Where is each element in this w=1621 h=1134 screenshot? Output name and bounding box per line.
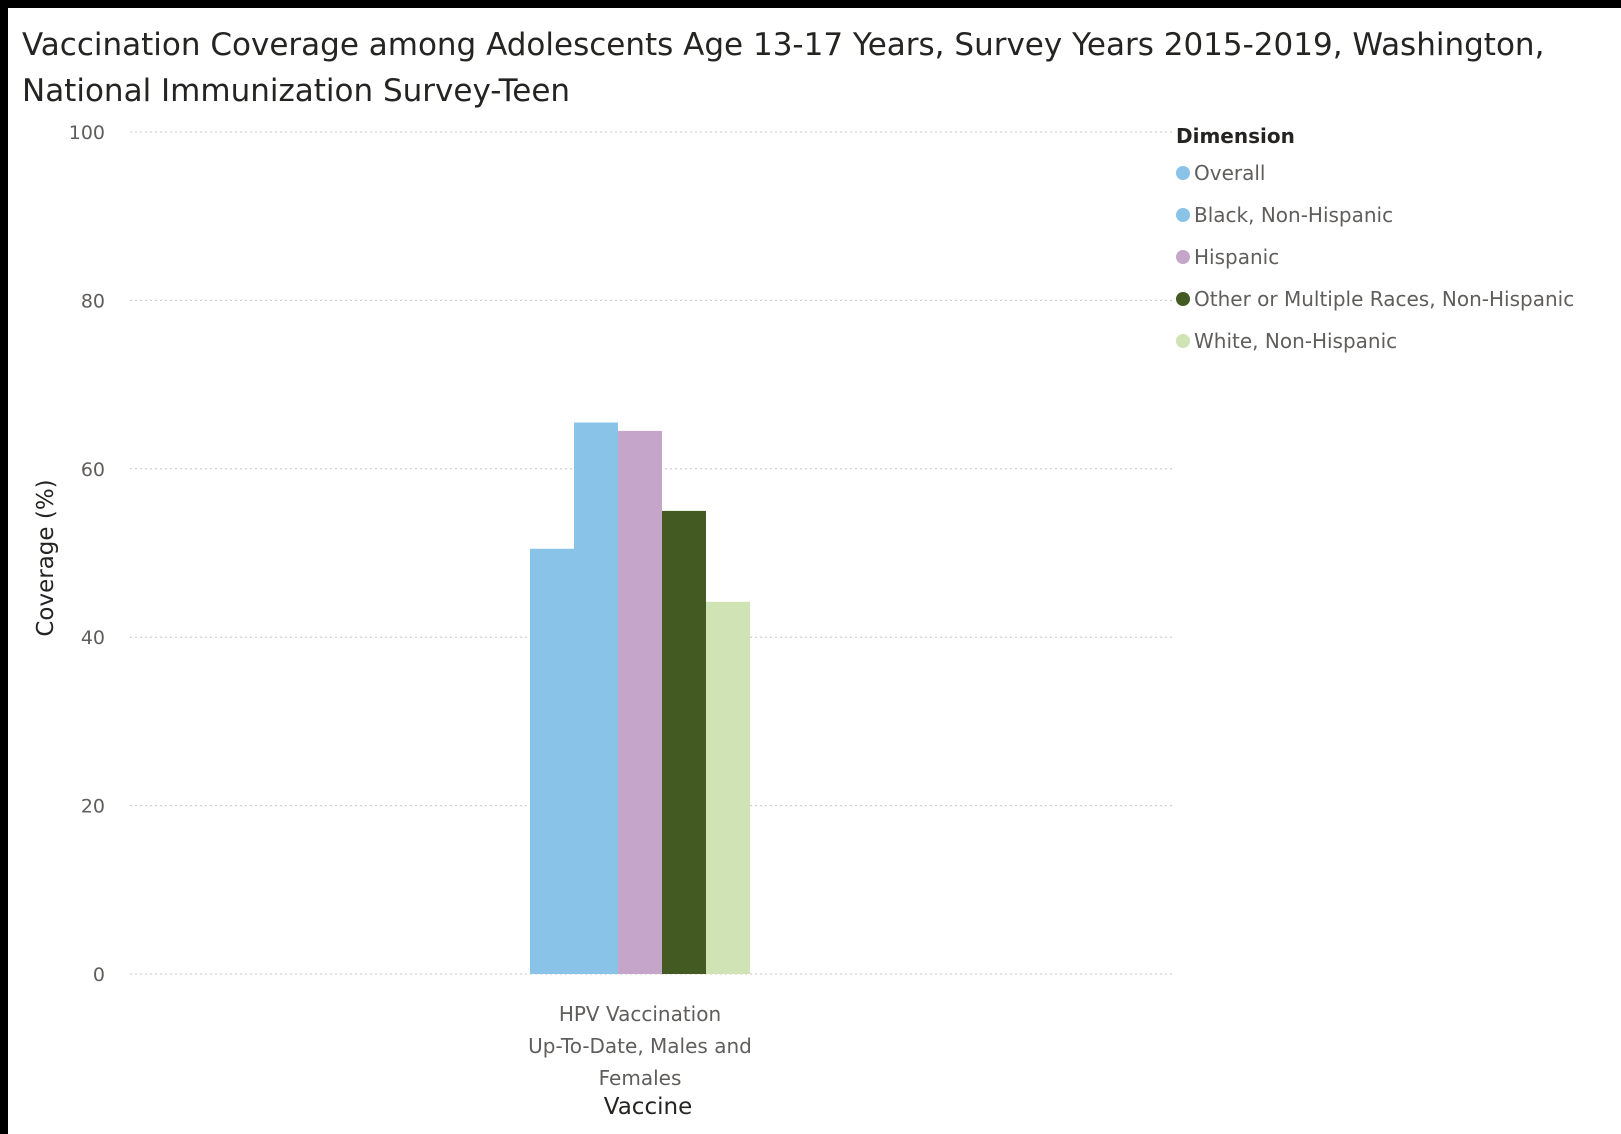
x-axis-categories: HPV Vaccination Up-To-Date, Males and Fema… — [528, 1002, 752, 1090]
legend-dot-icon — [1176, 166, 1190, 180]
bar-black-non-hispanic[interactable] — [574, 422, 618, 974]
legend-item[interactable]: Overall — [1176, 152, 1616, 194]
legend-item-label: Other or Multiple Races, Non-Hispanic — [1194, 287, 1575, 311]
legend-item[interactable]: Hispanic — [1176, 236, 1616, 278]
legend-item-label: White, Non-Hispanic — [1194, 329, 1398, 353]
legend-dot-icon — [1176, 334, 1190, 348]
x-category-label-line: Females — [599, 1066, 682, 1090]
bar-other-or-multiple-races-non-hispanic[interactable] — [662, 510, 706, 974]
legend-items: Overall Black, Non-Hispanic Hispanic Other … — [1176, 152, 1616, 362]
chart-frame: Vaccination Coverage among Adolescents A… — [8, 8, 1621, 1134]
legend: Dimension Overall Black, Non-Hispanic Hisp… — [1176, 120, 1616, 362]
legend-item[interactable]: Other or Multiple Races, Non-Hispanic — [1176, 278, 1616, 320]
legend-item[interactable]: Black, Non-Hispanic — [1176, 194, 1616, 236]
y-tick-label: 80 — [81, 290, 105, 312]
bar-white-non-hispanic[interactable] — [706, 601, 750, 974]
x-category-label: HPV Vaccination Up-To-Date, Males and Fema… — [528, 1002, 752, 1090]
legend-item-label: Hispanic — [1194, 245, 1280, 269]
x-axis-title: Vaccine — [604, 1094, 692, 1120]
y-tick-label: 20 — [81, 796, 105, 818]
y-tick-label: 60 — [81, 459, 105, 481]
x-category-label-line: HPV Vaccination — [559, 1002, 721, 1026]
bar-hispanic[interactable] — [618, 430, 662, 974]
legend-item-label: Black, Non-Hispanic — [1194, 203, 1394, 227]
legend-dot-icon — [1176, 208, 1190, 222]
x-category-label-line: Up-To-Date, Males and — [528, 1034, 752, 1058]
y-axis-ticks: 0 20 40 60 80 100 — [69, 122, 105, 986]
y-axis-title: Coverage (%) — [33, 479, 59, 636]
legend-item[interactable]: White, Non-Hispanic — [1176, 320, 1616, 362]
bars — [530, 422, 750, 974]
legend-dot-icon — [1176, 292, 1190, 306]
legend-title: Dimension — [1176, 124, 1295, 148]
legend-item-label: Overall — [1194, 161, 1266, 185]
bar-chart: 0 20 40 60 80 100 HPV Vaccination Up-To-Date, … — [33, 122, 1173, 1120]
y-tick-label: 40 — [81, 627, 105, 649]
legend-dot-icon — [1176, 250, 1190, 264]
chart-title: Vaccination Coverage among Adolescents A… — [22, 27, 1545, 109]
y-tick-label: 100 — [69, 122, 105, 144]
bar-overall[interactable] — [530, 548, 574, 974]
y-tick-label: 0 — [93, 964, 105, 986]
